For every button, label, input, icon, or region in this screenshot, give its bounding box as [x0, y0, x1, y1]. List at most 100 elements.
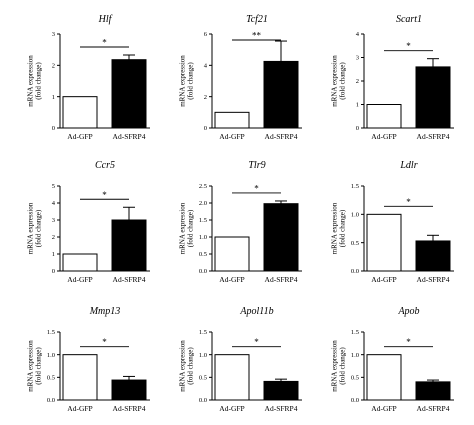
y-tick-label: 0.0 — [47, 397, 55, 404]
y-tick-label: 1 — [52, 94, 55, 101]
y-axis-label: mRNA expression(fold change) — [179, 55, 195, 107]
y-tick-label: 1.0 — [199, 352, 207, 359]
chart-tlr9: Tlr9 mRNA expression(fold change) 0.0 0.5 1.… — [179, 160, 302, 284]
chart-apol11b: Apol11b mRNA expression(fold change) 0.0 0.… — [179, 306, 302, 413]
y-tick-label: 1 — [356, 102, 359, 109]
y-tick-label: 0 — [52, 268, 55, 275]
y-axis-label: mRNA expression(fold change) — [179, 202, 195, 254]
significance-marker: * — [102, 337, 107, 347]
y-tick-label: 0.0 — [199, 397, 207, 404]
y-tick-label: 0.5 — [351, 240, 359, 247]
y-axis-label: mRNA expression(fold change) — [27, 202, 43, 254]
y-tick-label: 0.0 — [199, 268, 207, 275]
y-tick-label: 3 — [356, 55, 359, 62]
y-tick-label: 4 — [52, 200, 56, 207]
bar-ad-gfp — [62, 253, 98, 272]
y-tick-label: 2 — [356, 78, 359, 85]
x-tick-label: Ad-GFP — [219, 275, 244, 284]
y-axis-label: mRNA expression(fold change) — [331, 202, 347, 254]
x-tick-label: Ad-SFRP4 — [265, 404, 298, 413]
significance-marker: ** — [252, 31, 262, 41]
y-tick-label: 1.5 — [351, 183, 359, 190]
x-tick-label: Ad-GFP — [67, 275, 92, 284]
y-tick-label: 2.0 — [199, 200, 207, 207]
x-tick-label: Ad-SFRP4 — [113, 132, 146, 141]
y-axis-label: mRNA expression(fold change) — [27, 340, 43, 392]
y-axis-label: mRNA expression(fold change) — [27, 55, 43, 107]
chart-title: Mmp13 — [89, 306, 121, 317]
bar-ad-gfp — [62, 96, 98, 129]
y-tick-label: 0.5 — [199, 375, 207, 382]
bar-ad-sfrp4 — [263, 203, 299, 272]
bar-ad-gfp — [214, 111, 250, 129]
y-tick-label: 1.5 — [351, 329, 359, 336]
y-tick-label: 0.5 — [199, 251, 207, 258]
y-tick-label: 1.0 — [351, 212, 359, 219]
x-tick-label: Ad-SFRP4 — [265, 275, 298, 284]
y-tick-label: 0 — [52, 125, 55, 132]
chart-mmp13: Mmp13 mRNA expression(fold change) 0.0 0.5 1… — [27, 306, 150, 413]
x-tick-label: Ad-GFP — [371, 132, 396, 141]
y-tick-label: 2.5 — [199, 183, 207, 190]
chart-title: Hlf — [98, 14, 113, 25]
y-tick-label: 5 — [52, 183, 55, 190]
bar-ad-sfrp4 — [111, 219, 147, 272]
y-tick-label: 3 — [52, 217, 55, 224]
x-tick-label: Ad-SFRP4 — [113, 404, 146, 413]
y-tick-label: 0 — [356, 125, 359, 132]
chart-tcf21: Tcf21 mRNA expression(fold change) 0 2 4 6 Ad-… — [179, 14, 302, 141]
chart-ccr5: Ccr5 mRNA expression(fold change) 0 1 2 3 4 5 Ad… — [27, 160, 150, 284]
chart-ldlr: Ldlr mRNA expression(fold change) 0.0 0.5 1.… — [331, 160, 454, 284]
y-axis-label: mRNA expression(fold change) — [331, 55, 347, 107]
y-tick-label: 1.5 — [199, 217, 207, 224]
significance-marker: * — [254, 183, 259, 193]
y-tick-label: 2 — [52, 234, 55, 241]
x-tick-label: Ad-GFP — [219, 404, 244, 413]
chart-title: Ldlr — [399, 160, 417, 171]
y-tick-label: 3 — [52, 31, 55, 38]
chart-title: Tlr9 — [248, 160, 265, 171]
x-tick-label: Ad-SFRP4 — [113, 275, 146, 284]
chart-title: Apob — [397, 306, 419, 317]
y-tick-label: 1.0 — [47, 352, 55, 359]
chart-title: Scart1 — [396, 14, 422, 25]
chart-title: Apol11b — [239, 306, 273, 317]
chart-hlf: Hlf mRNA expression(fold change) 0 1 2 3 Ad-GF… — [27, 14, 150, 141]
x-tick-label: Ad-SFRP4 — [265, 132, 298, 141]
significance-marker: * — [102, 37, 107, 47]
y-tick-label: 0.5 — [47, 375, 55, 382]
chart-scart1: Scart1 mRNA expression(fold change) 0 1 2 3 4 A… — [331, 14, 454, 141]
y-tick-label: 1 — [52, 251, 55, 258]
bar-ad-gfp — [366, 213, 402, 272]
y-tick-label: 1.5 — [199, 329, 207, 336]
x-tick-label: Ad-GFP — [371, 275, 396, 284]
y-tick-label: 0.0 — [351, 268, 359, 275]
bar-ad-sfrp4 — [415, 240, 451, 272]
y-axis-label: mRNA expression(fold change) — [179, 340, 195, 392]
bar-ad-gfp — [366, 104, 402, 129]
y-tick-label: 4 — [204, 63, 208, 70]
y-tick-label: 6 — [204, 31, 208, 38]
chart-apob: Apob mRNA expression(fold change) 0.0 0.5 1.… — [331, 306, 454, 413]
bar-ad-gfp — [366, 354, 402, 401]
y-tick-label: 1.0 — [351, 352, 359, 359]
significance-marker: * — [406, 41, 411, 51]
bar-ad-gfp — [214, 354, 250, 401]
x-tick-label: Ad-GFP — [371, 404, 396, 413]
x-tick-label: Ad-GFP — [67, 132, 92, 141]
y-tick-label: 0.5 — [351, 375, 359, 382]
significance-marker: * — [406, 337, 411, 347]
x-tick-label: Ad-SFRP4 — [417, 275, 450, 284]
bar-ad-sfrp4 — [263, 60, 299, 129]
chart-title: Tcf21 — [246, 14, 268, 25]
bar-ad-sfrp4 — [111, 379, 147, 401]
x-tick-label: Ad-GFP — [219, 132, 244, 141]
y-tick-label: 1.5 — [47, 329, 55, 336]
y-tick-label: 2 — [204, 94, 207, 101]
significance-marker: * — [102, 190, 107, 200]
y-tick-label: 4 — [356, 31, 360, 38]
significance-marker: * — [254, 337, 259, 347]
x-tick-label: Ad-GFP — [67, 404, 92, 413]
